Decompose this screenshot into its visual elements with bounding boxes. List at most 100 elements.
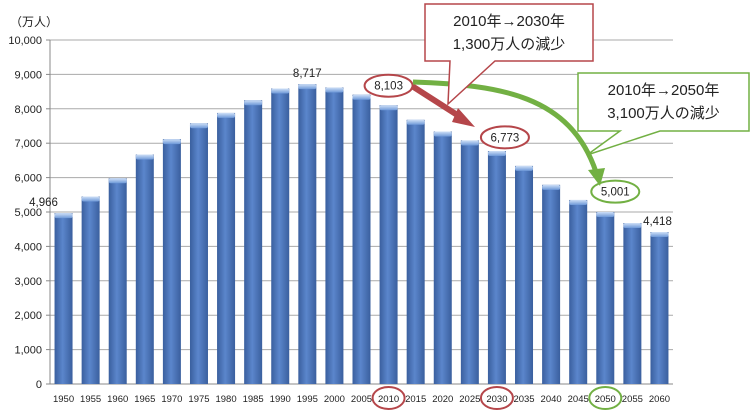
x-tick-label: 1995 (297, 394, 318, 405)
highlight-ellipse-2050 (590, 179, 641, 204)
x-tick-label: 1965 (134, 394, 155, 405)
x-tick-label: 1990 (270, 394, 291, 405)
bar-2025 (460, 140, 479, 384)
x-tick-label: 1950 (53, 394, 74, 405)
bar-1975 (189, 123, 208, 385)
bar-top-2040 (542, 184, 561, 190)
green-arrowhead (588, 168, 605, 186)
x-tick-label: 2010 (378, 394, 399, 405)
x-tick-label: 2035 (513, 394, 534, 405)
bar-1950 (54, 213, 73, 384)
bar-2015 (406, 119, 425, 385)
y-tick-label: 8,000 (14, 104, 42, 116)
bar-top-2045 (569, 199, 588, 205)
x-tick-label: 2030 (486, 394, 507, 405)
bar-top-2035 (515, 165, 534, 171)
y-tick-label: 5,000 (14, 207, 42, 219)
bar-top-2050 (596, 211, 615, 217)
bar-2005 (352, 94, 371, 385)
y-tick-label: 4,000 (14, 241, 42, 253)
y-tick-label: 10,000 (8, 35, 42, 47)
x-tick-label: 2000 (324, 394, 345, 405)
y-tick-label: 2,000 (14, 310, 42, 322)
x-tick-label: 2055 (622, 394, 643, 405)
bar-2000 (325, 87, 344, 385)
green-arrow-shaft (412, 79, 599, 173)
bar-top-2030 (487, 151, 506, 157)
bar-top-1970 (162, 139, 181, 145)
x-tick-label: 2060 (649, 394, 670, 405)
y-tick-label: 9,000 (14, 69, 42, 81)
bar-1985 (244, 100, 263, 384)
bar-top-1950 (54, 213, 73, 219)
x-tick-label: 1985 (243, 394, 264, 405)
x-tick-label: 2005 (351, 394, 372, 405)
bar-top-1960 (108, 178, 127, 184)
bar-1995 (298, 84, 317, 385)
y-tick-label: 0 (36, 379, 42, 391)
bar-top-1990 (271, 88, 290, 94)
red-arrow-shaft (410, 83, 464, 121)
red-callout-line1: 2010年→2030年 (453, 13, 565, 30)
bar-top-2005 (352, 94, 371, 100)
red-callout-box (424, 3, 594, 106)
bar-top-1985 (244, 100, 263, 106)
bar-2035 (515, 165, 534, 384)
bar-1980 (217, 112, 236, 384)
x-tick-label: 1960 (107, 394, 128, 405)
bar-2045 (569, 199, 588, 384)
bar-top-1955 (81, 196, 100, 202)
highlight-year-2010 (371, 386, 406, 410)
y-tick-label: 1,000 (14, 345, 42, 357)
data-label-2060: 4,418 (643, 216, 672, 228)
x-tick-label: 1975 (188, 394, 209, 405)
data-label-1995: 8,717 (293, 68, 322, 80)
y-tick-label: 7,000 (14, 138, 42, 150)
x-tick-label: 1980 (215, 394, 236, 405)
x-tick-label: 2015 (405, 394, 426, 405)
bar-top-2015 (406, 119, 425, 125)
bar-top-2055 (623, 223, 642, 229)
bar-1960 (108, 178, 127, 384)
green-callout-box (577, 72, 750, 156)
bar-2040 (542, 184, 561, 384)
bar-top-1980 (217, 112, 236, 118)
bar-2030 (487, 151, 506, 384)
x-tick-label: 2050 (595, 394, 616, 405)
bar-top-1975 (189, 123, 208, 129)
green-callout-line1: 2010年→2050年 (608, 82, 720, 99)
bar-top-1965 (135, 154, 154, 160)
x-tick-label: 1955 (80, 394, 101, 405)
x-tick-label: 2040 (541, 394, 562, 405)
data-label-2030: 6,773 (491, 132, 520, 144)
red-arrowhead (452, 108, 475, 127)
highlight-year-2030 (479, 386, 514, 410)
highlight-ellipse-2030 (479, 125, 530, 150)
bar-1970 (162, 139, 181, 384)
bar-2050 (596, 211, 615, 384)
bar-2060 (650, 232, 669, 384)
bar-1955 (81, 196, 100, 384)
bar-top-2000 (325, 87, 344, 93)
bar-top-2010 (379, 105, 398, 111)
bar-2055 (623, 223, 642, 384)
bar-2020 (433, 131, 452, 384)
bar-1965 (135, 154, 154, 384)
bar-2010 (379, 105, 398, 384)
y-tick-label: 6,000 (14, 173, 42, 185)
x-tick-label: 1970 (161, 394, 182, 405)
y-axis-unit-label: （万人） (10, 15, 58, 29)
bar-top-2025 (460, 140, 479, 146)
bar-top-1995 (298, 84, 317, 90)
x-tick-label: 2025 (459, 394, 480, 405)
data-label-2010: 8,103 (374, 81, 403, 93)
y-tick-label: 3,000 (14, 276, 42, 288)
bar-top-2060 (650, 232, 669, 238)
bar-top-2020 (433, 131, 452, 137)
red-callout-line2: 1,300万人の減少 (453, 36, 566, 53)
highlight-year-2050 (588, 386, 623, 410)
green-callout-line2: 3,100万人の減少 (607, 105, 720, 122)
bar-1990 (271, 88, 290, 384)
x-tick-label: 2045 (568, 394, 589, 405)
